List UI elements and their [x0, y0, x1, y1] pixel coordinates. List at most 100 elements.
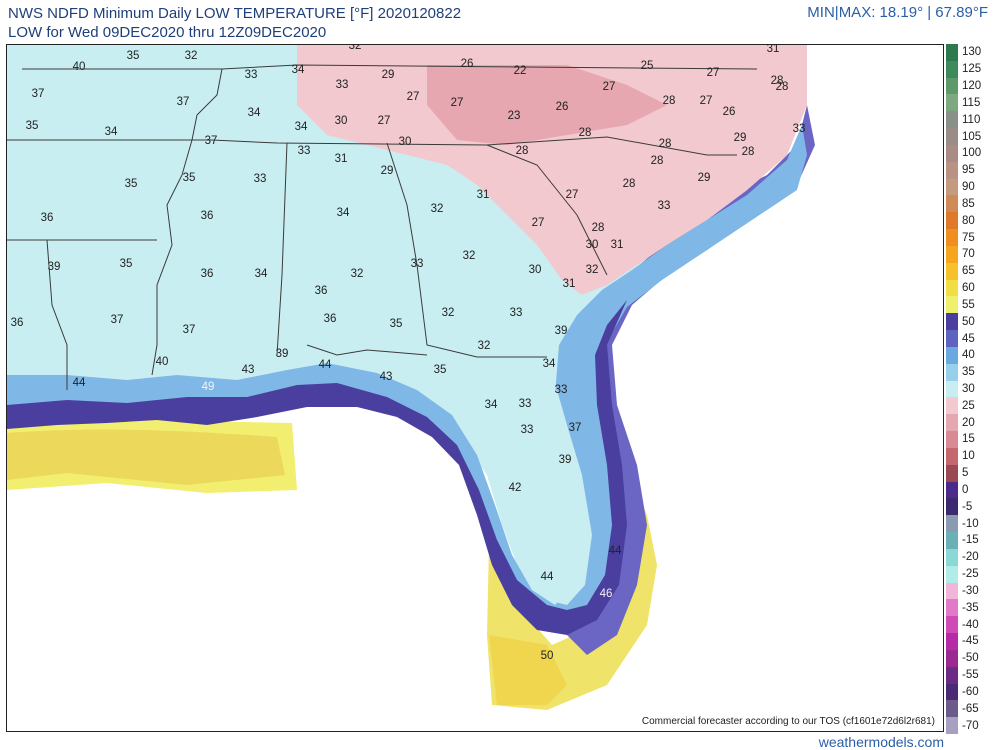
legend-swatch	[946, 481, 958, 499]
temp-label: 30	[334, 115, 348, 127]
legend-tick-label: 65	[962, 265, 975, 278]
temp-label: 37	[204, 135, 218, 147]
disclaimer-text: Commercial forecaster according to our T…	[639, 716, 937, 727]
legend-swatch	[946, 262, 958, 281]
legend-tick-label: 60	[962, 282, 975, 295]
temp-label: 35	[124, 178, 138, 190]
legend-tick-label: 40	[962, 349, 975, 362]
temp-label: 31	[562, 278, 576, 290]
temp-label: 32	[348, 44, 362, 52]
legend-tick-label: 20	[962, 416, 975, 429]
legend-swatch	[946, 296, 958, 314]
temp-label: 40	[72, 61, 86, 73]
legend-tick-label: -5	[962, 500, 973, 513]
legend-swatch	[946, 346, 958, 365]
legend-tick-label: 110	[962, 113, 981, 126]
temp-label: 37	[176, 96, 190, 108]
temp-label: 33	[554, 384, 568, 396]
legend-swatch	[946, 77, 958, 95]
temp-label: 26	[460, 58, 474, 70]
temp-label: 40	[155, 356, 169, 368]
temp-label: 23	[507, 110, 521, 122]
temp-label: 31	[476, 189, 490, 201]
temp-label: 36	[323, 313, 337, 325]
legend-tick-label: -60	[962, 685, 979, 698]
temp-label: 44	[318, 359, 332, 371]
legend-tick-label: 50	[962, 315, 975, 328]
title-line-1: NWS NDFD Minimum Daily LOW TEMPERATURE […	[8, 5, 462, 22]
legend-tick-label: 125	[962, 63, 982, 76]
temp-label: 37	[182, 324, 196, 336]
temp-label: 32	[585, 264, 599, 276]
temp-label: 43	[241, 364, 255, 376]
legend-tick-label: -15	[962, 534, 979, 547]
temp-label: 29	[733, 132, 747, 144]
legend-swatch	[946, 498, 958, 516]
temp-label: 30	[585, 239, 599, 251]
temp-label: 34	[247, 107, 261, 119]
legend-swatch	[946, 128, 958, 146]
legend-swatch	[946, 683, 958, 701]
temperature-map: 35 32 32 31 40 33 34 29 26 22 25 27 28 37 37 33 27 27 27 28…	[6, 44, 944, 732]
legend-swatch	[946, 229, 958, 247]
legend-tick-label: 115	[962, 96, 981, 109]
temp-label: 33	[297, 145, 311, 157]
source-footer: weathermodels.com	[818, 734, 944, 750]
legend-tick-label: 10	[962, 450, 975, 463]
temp-label: 28	[622, 178, 636, 190]
legend-swatch	[946, 582, 958, 600]
legend-swatch	[946, 44, 958, 62]
temp-label: 30	[528, 264, 542, 276]
temp-label: 36	[40, 212, 54, 224]
temp-label: 29	[381, 69, 395, 81]
temp-label: 36	[314, 285, 328, 297]
legend-tick-label: -10	[962, 517, 979, 530]
temp-label: 27	[377, 115, 391, 127]
legend-tick-label: -30	[962, 584, 979, 597]
temp-label: 22	[513, 65, 527, 77]
legend-swatch	[946, 633, 958, 651]
legend-swatch	[946, 548, 958, 567]
legend-swatch	[946, 161, 958, 180]
legend-tick-label: 80	[962, 214, 975, 227]
temp-label: 35	[433, 364, 447, 376]
legend-tick-label: 70	[962, 248, 975, 261]
temp-label: 33	[509, 307, 523, 319]
color-legend: 130 125 120 115 110 105 100 95 90 85 80 75 70 65 60 55 5…	[946, 44, 1000, 735]
temp-label: 36	[200, 268, 214, 280]
legend-tick-label: -70	[962, 719, 979, 732]
temp-label: 26	[555, 101, 569, 113]
legend-tick-label: 15	[962, 433, 975, 446]
legend-swatch	[946, 111, 958, 129]
temp-label: 27	[531, 217, 545, 229]
temp-label: 37	[110, 314, 124, 326]
legend-swatch	[946, 212, 958, 230]
temp-label: 28	[515, 145, 529, 157]
temp-label: 32	[430, 203, 444, 215]
temp-label: 28	[591, 222, 605, 234]
legend-tick-label: 120	[962, 80, 982, 93]
legend-swatch	[946, 60, 958, 79]
legend-swatch	[946, 599, 958, 617]
legend-swatch	[946, 616, 958, 634]
legend-swatch	[946, 380, 958, 398]
temp-label: 27	[406, 91, 420, 103]
temp-label: 25	[640, 60, 654, 72]
temp-label: 33	[657, 200, 671, 212]
legend-tick-label: -40	[962, 618, 979, 631]
legend-swatch	[946, 313, 958, 331]
legend-tick-label: 55	[962, 298, 975, 311]
legend-tick-label: 30	[962, 383, 975, 395]
temp-label: 28	[775, 81, 789, 93]
title-line-2: LOW for Wed 09DEC2020 thru 12Z09DEC2020	[8, 24, 327, 41]
temp-label: 39	[47, 261, 61, 273]
temp-label: 35	[389, 318, 403, 330]
legend-swatch	[946, 195, 958, 213]
legend-swatch	[946, 532, 958, 550]
temp-label: 34	[294, 121, 308, 133]
legend-tick-label: 100	[962, 147, 982, 160]
land-cold	[297, 45, 807, 295]
temp-label: 34	[291, 64, 305, 76]
legend-tick-label: 5	[962, 467, 969, 480]
land-cold-ridge	[427, 65, 667, 145]
